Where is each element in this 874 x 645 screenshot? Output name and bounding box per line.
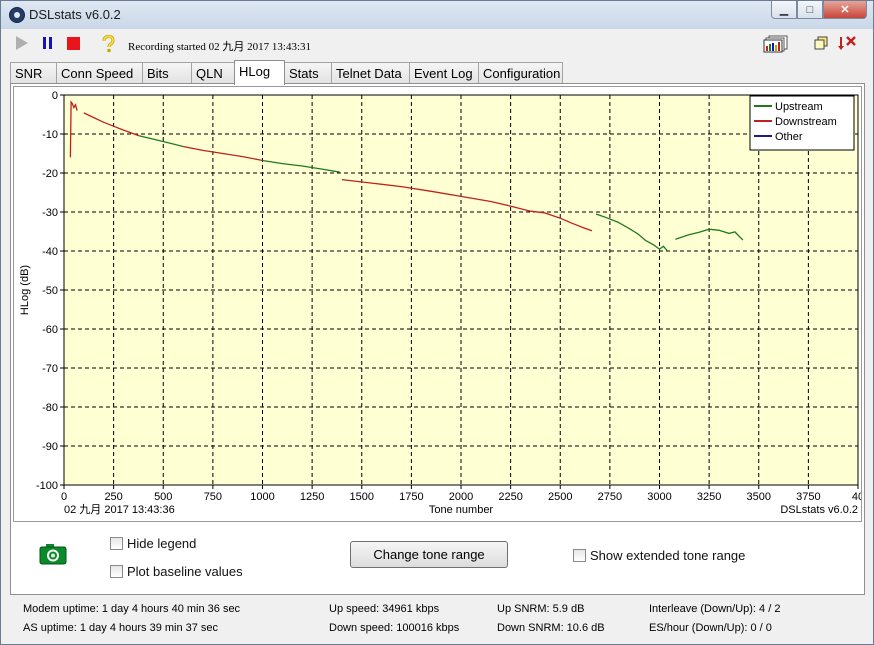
legend-label: Downstream: [775, 116, 837, 128]
help-icon[interactable]: [99, 35, 115, 53]
y-tick-label: -100: [36, 480, 58, 492]
upstream-series-line: [675, 228, 744, 241]
x-tick-label: 1500: [350, 491, 374, 503]
downstream-series-line: [182, 145, 263, 162]
checkbox-box[interactable]: [110, 565, 123, 578]
x-axis-label: Tone number: [429, 504, 494, 516]
x-tick-label: 2000: [449, 491, 473, 503]
y-tick-label: -20: [42, 168, 58, 180]
recording-status: Recording started 02 九月 2017 13:43:31: [128, 41, 312, 53]
hide-legend-label: Hide legend: [127, 536, 197, 551]
as-uptime: AS uptime: 1 day 4 hours 39 min 37 sec: [23, 622, 219, 634]
es-per-hour: ES/hour (Down/Up): 0 / 0: [649, 622, 772, 634]
x-tick-label: 3250: [697, 491, 721, 503]
checkbox-box[interactable]: [573, 549, 586, 562]
interleave: Interleave (Down/Up): 4 / 2: [649, 603, 781, 615]
maximize-button[interactable]: □: [797, 1, 823, 19]
downstream-series-line: [69, 100, 78, 158]
legend-label: Upstream: [775, 101, 823, 113]
show-extended-label: Show extended tone range: [590, 548, 746, 563]
chart-version: DSLstats v6.0.2: [780, 504, 858, 516]
y-tick-label: -40: [42, 246, 58, 258]
window-title: DSLstats v6.0.2: [29, 7, 121, 22]
show-extended-tone-range-checkbox[interactable]: Show extended tone range: [573, 548, 745, 563]
y-tick-label: -80: [42, 402, 58, 414]
x-tick-label: 2250: [498, 491, 522, 503]
modem-uptime: Modem uptime: 1 day 4 hours 40 min 36 se…: [23, 603, 241, 615]
up-snrm: Up SNRM: 5.9 dB: [497, 603, 585, 615]
x-tick-label: 0: [61, 491, 67, 503]
plot-baseline-label: Plot baseline values: [127, 564, 243, 579]
chart-icon[interactable]: [763, 35, 789, 53]
tab-qln[interactable]: QLN: [191, 62, 235, 84]
restore-icon[interactable]: [814, 36, 828, 50]
x-tick-label: 3000: [647, 491, 671, 503]
y-axis-label: HLog (dB): [19, 265, 31, 315]
window-controls: ▁ □ ✕: [771, 1, 867, 21]
change-tone-range-button[interactable]: Change tone range: [350, 541, 508, 568]
x-tick-label: 3500: [747, 491, 771, 503]
x-tick-label: 1250: [300, 491, 324, 503]
downstream-series-line: [83, 112, 140, 137]
y-tick-label: 0: [52, 90, 58, 102]
y-tick-label: -10: [42, 129, 58, 141]
y-tick-label: -50: [42, 285, 58, 297]
close-button[interactable]: ✕: [823, 1, 867, 19]
x-tick-label: 750: [204, 491, 222, 503]
y-tick-label: -30: [42, 207, 58, 219]
downstream-series-line: [341, 178, 593, 232]
toolbar: Recording started 02 九月 2017 13:43:31: [1, 29, 873, 59]
x-tick-label: 250: [104, 491, 122, 503]
x-tick-label: 500: [154, 491, 172, 503]
pause-icon[interactable]: [40, 35, 56, 51]
plot-baseline-checkbox[interactable]: Plot baseline values: [110, 564, 243, 579]
upstream-series-line: [262, 159, 341, 173]
upstream-series-line: [595, 213, 668, 252]
x-tick-label: 2500: [548, 491, 572, 503]
down-snrm: Down SNRM: 10.6 dB: [497, 622, 605, 634]
x-tick-label: 3750: [796, 491, 820, 503]
up-speed: Up speed: 34961 kbps: [329, 603, 440, 615]
checkbox-box[interactable]: [110, 537, 123, 550]
x-tick-label: 1000: [250, 491, 274, 503]
down-speed: Down speed: 100016 kbps: [329, 622, 460, 634]
hlog-chart: 0 250 500 750 1000 1250 1500 1750 2000 2250 2500 27…: [19, 90, 861, 516]
status-bar: Modem uptime: 1 day 4 hours 40 min 36 se…: [10, 598, 865, 642]
stop-icon[interactable]: [67, 37, 80, 50]
x-tick-label: 40: [852, 491, 861, 503]
tab-configuration[interactable]: Configuration: [478, 62, 563, 84]
y-tick-label: -90: [42, 441, 58, 453]
minimize-button[interactable]: ▁: [771, 1, 797, 19]
tab-snr[interactable]: SNR: [10, 62, 57, 84]
hlog-panel: 0 250 500 750 1000 1250 1500 1750 2000 2250 2500 27…: [10, 83, 865, 595]
hide-legend-checkbox[interactable]: Hide legend: [110, 536, 196, 551]
tab-conn-speed[interactable]: Conn Speed: [56, 62, 143, 84]
y-tick-label: -70: [42, 363, 58, 375]
exit-icon[interactable]: [837, 34, 859, 52]
app-logo-icon: [9, 7, 25, 23]
tab-event-log[interactable]: Event Log: [409, 62, 479, 84]
tab-hlog[interactable]: HLog: [234, 60, 285, 85]
chart-timestamp: 02 九月 2017 13:43:36: [64, 503, 175, 516]
y-tick-label: -60: [42, 324, 58, 336]
camera-icon[interactable]: [39, 543, 67, 565]
tab-bits[interactable]: Bits: [142, 62, 192, 84]
upstream-series-line: [139, 135, 184, 148]
play-icon[interactable]: [14, 35, 30, 51]
x-tick-label: 2750: [598, 491, 622, 503]
tab-stats[interactable]: Stats: [284, 62, 332, 84]
title-bar[interactable]: DSLstats v6.0.2 ▁ □ ✕: [1, 1, 873, 29]
hlog-chart-frame: 0 250 500 750 1000 1250 1500 1750 2000 2250 2500 27…: [13, 86, 862, 522]
x-tick-label: 1750: [399, 491, 423, 503]
tab-telnet-data[interactable]: Telnet Data: [331, 62, 410, 84]
legend-label: Other: [775, 131, 803, 143]
tab-bar: SNR Conn Speed Bits QLN HLog Stats Telne…: [10, 60, 563, 85]
